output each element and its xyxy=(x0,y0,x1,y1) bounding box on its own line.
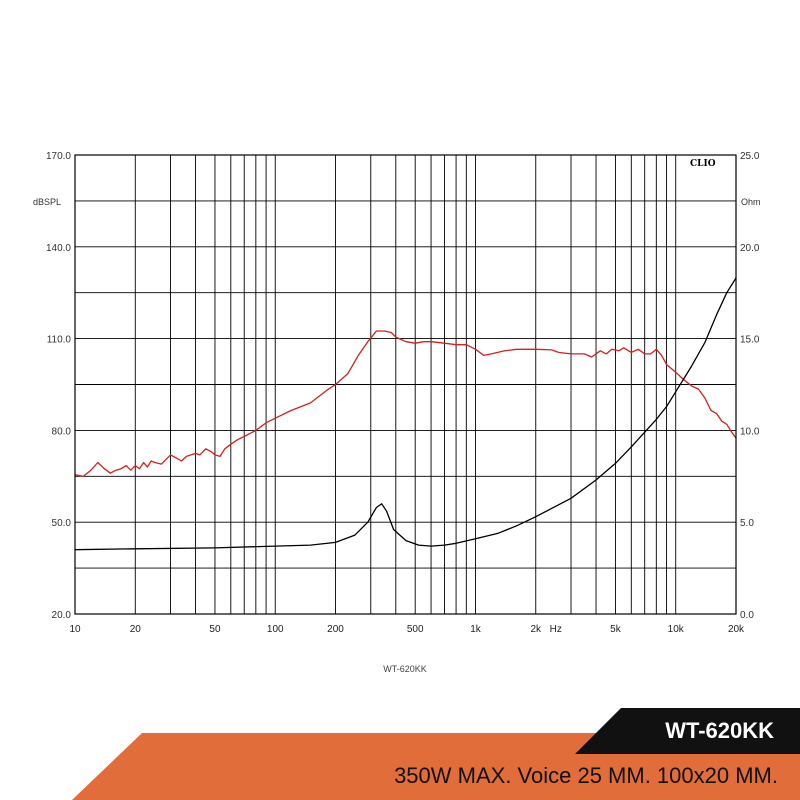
right-y-tick-label: 15.0 xyxy=(740,335,760,346)
impedance-line xyxy=(74,277,737,551)
right-y-tick-label: 0.0 xyxy=(740,610,754,621)
left-axis-tick-labels: 170.0 140.0 110.0 80.0 50.0 20.0 xyxy=(46,151,71,621)
left-y-tick-label: 110.0 xyxy=(47,335,72,346)
left-y-tick-label: 50.0 xyxy=(52,518,72,529)
right-axis-tick-labels: 25.0 20.0 15.0 10.0 5.0 0.0 xyxy=(740,151,760,621)
x-tick-label: 20k xyxy=(728,624,745,635)
left-axis-unit: dBSPL xyxy=(33,197,61,207)
left-y-tick-label: 20.0 xyxy=(52,610,72,621)
series-group xyxy=(74,277,737,551)
spec-text: 350W MAX. Voice 25 MM. 100x20 MM. xyxy=(394,763,778,788)
right-y-tick-label: 10.0 xyxy=(740,426,760,437)
x-axis-tick-labels: 10 20 50 100 200 500 1k 2k 5k 10k 20k Hz xyxy=(69,624,745,635)
x-tick-label: 500 xyxy=(407,624,424,635)
clio-brand-mark: CLIO xyxy=(690,159,716,169)
x-tick-label: 100 xyxy=(267,624,284,635)
x-tick-label: 10k xyxy=(668,624,685,635)
x-tick-label: 1k xyxy=(470,624,482,635)
left-y-tick-label: 80.0 xyxy=(52,426,72,437)
right-y-tick-label: 25.0 xyxy=(740,151,760,162)
x-tick-label: 20 xyxy=(130,624,142,635)
x-tick-label: 5k xyxy=(610,624,622,635)
right-y-tick-label: 5.0 xyxy=(740,518,754,529)
plot-frame xyxy=(74,154,737,615)
x-tick-label: 2k xyxy=(530,624,542,635)
model-title: WT-620KK xyxy=(665,718,774,743)
left-y-tick-label: 170.0 xyxy=(46,151,71,162)
x-axis-unit: Hz xyxy=(550,624,562,635)
spl-response-line xyxy=(74,330,737,477)
right-axis-unit: Ohm xyxy=(741,197,761,207)
x-tick-label: 10 xyxy=(69,624,81,635)
right-y-tick-label: 20.0 xyxy=(740,243,760,254)
x-tick-label: 50 xyxy=(209,624,221,635)
x-tick-label: 200 xyxy=(327,624,344,635)
grid-lines xyxy=(74,154,737,615)
left-y-tick-label: 140.0 xyxy=(46,243,71,254)
chart-caption: WT-620KK xyxy=(383,664,427,674)
